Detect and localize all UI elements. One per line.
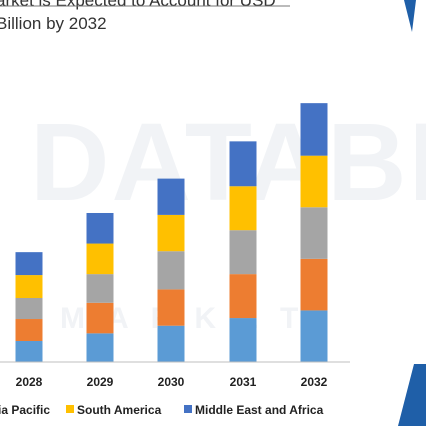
bar-segment-2031-south-america [229, 186, 257, 231]
bar-segment-2031-middle-east-and-africa [229, 141, 257, 187]
legend-swatch [184, 405, 192, 413]
bar-segment-2030-north-america [157, 325, 185, 362]
x-tick-label-2032: 2032 [301, 375, 328, 389]
bar-segment-2030-middle-east-and-africa [157, 178, 185, 215]
bar-segment-2031-north-america [229, 318, 257, 362]
bar-segment-2028-ia-pacific [15, 298, 43, 320]
bar-segment-2029-ia-pacific [86, 274, 114, 303]
accent-shape-bottom [398, 364, 426, 426]
chart-title-line-1: arket is Expected to Account for USD [0, 0, 276, 10]
watermark-main: DATABRI [30, 101, 426, 224]
bar-segment-2028-middle-east-and-africa [15, 252, 43, 276]
legend-item-middle-east-and-africa: Middle East and Africa [184, 403, 324, 417]
bar-segment-2028-south-america [15, 275, 43, 299]
bar-segment-2032-south-america [300, 155, 328, 208]
x-tick-label-2030: 2030 [158, 375, 185, 389]
x-tick-label-2028: 2028 [16, 375, 43, 389]
legend: ia Pacific South America Middle East and A… [0, 403, 324, 417]
bar-segment-2031-europe [229, 274, 257, 319]
bar-segment-2030-ia-pacific [157, 251, 185, 290]
x-axis-ticks: 2028 2029 2030 2031 2032 [16, 375, 328, 389]
bar-segment-2029-europe [86, 302, 114, 334]
bar-segment-2030-europe [157, 289, 185, 326]
chart-title-line-2: Billion by 2032 [0, 14, 107, 33]
x-tick-label-2029: 2029 [87, 375, 114, 389]
bar-segment-2032-ia-pacific [300, 207, 328, 259]
bar-segment-2031-ia-pacific [229, 230, 257, 275]
legend-label: South America [77, 403, 162, 417]
bar-segment-2028-north-america [15, 340, 43, 362]
bar-segment-2029-middle-east-and-africa [86, 212, 114, 244]
legend-label: ia Pacific [0, 403, 50, 417]
decor-accents [398, 0, 426, 426]
bar-segment-2029-south-america [86, 243, 114, 275]
bar-segment-2028-europe [15, 319, 43, 341]
bars-group [15, 103, 328, 362]
legend-label: Middle East and Africa [195, 403, 324, 417]
accent-shape-top [404, 0, 416, 32]
bar-segment-2030-south-america [157, 214, 185, 252]
legend-item-ia-pacific: ia Pacific [0, 403, 50, 417]
legend-item-south-america: South America [66, 403, 162, 417]
bar-segment-2029-north-america [86, 333, 114, 362]
legend-swatch [66, 405, 74, 413]
bar-segment-2032-middle-east-and-africa [300, 103, 328, 156]
x-tick-label-2031: 2031 [230, 375, 257, 389]
chart-title: arket is Expected to Account for USD Bil… [0, 0, 290, 33]
bar-segment-2032-north-america [300, 310, 328, 362]
bar-segment-2032-europe [300, 258, 328, 311]
